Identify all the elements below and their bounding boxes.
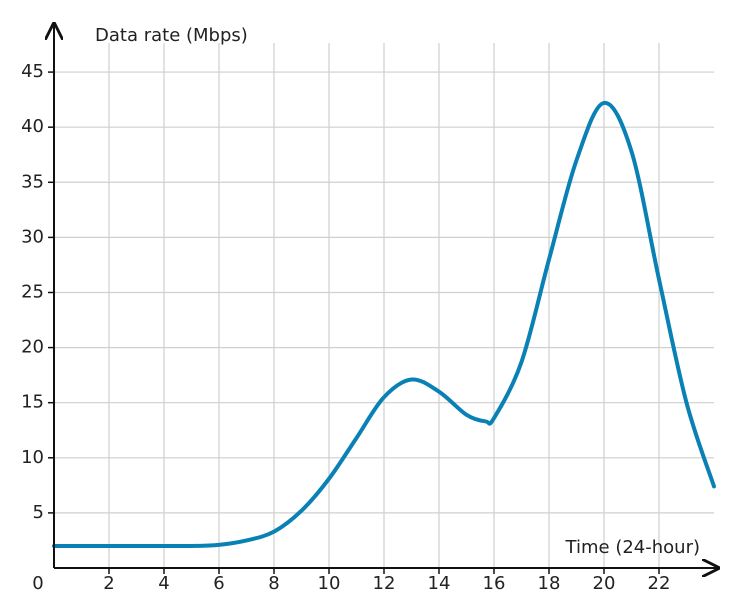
- x-tick-label: 2: [103, 573, 114, 594]
- y-tick-label: 25: [21, 281, 44, 302]
- x-tick-label: 12: [373, 573, 396, 594]
- x-tick-label: 4: [158, 573, 169, 594]
- plot-area: [52, 100, 716, 549]
- y-tick-label: 20: [21, 337, 44, 358]
- y-tick-label: 5: [33, 502, 44, 523]
- x-tick-label: 20: [593, 573, 616, 594]
- x-tick-label: 6: [213, 573, 224, 594]
- y-tick-label: 45: [21, 61, 44, 82]
- x-tick-label: 10: [318, 573, 341, 594]
- x-axis-label: Time (24-hour): [565, 537, 700, 558]
- y-axis-label: Data rate (Mbps): [95, 25, 248, 46]
- y-tick-label: 35: [21, 171, 44, 192]
- x-tick-label: 14: [428, 573, 451, 594]
- x-tick-label: 0: [32, 573, 43, 594]
- x-tick-label: 18: [538, 573, 561, 594]
- y-tick-label: 15: [21, 392, 44, 413]
- y-tick-label: 40: [21, 116, 44, 137]
- x-tick-label: 16: [483, 573, 506, 594]
- data-line: [52, 100, 716, 549]
- y-tick-label: 30: [21, 226, 44, 247]
- x-tick-label: 22: [648, 573, 671, 594]
- x-tick-label: 8: [268, 573, 279, 594]
- y-tick-label: 10: [21, 447, 44, 468]
- grid: [54, 43, 714, 568]
